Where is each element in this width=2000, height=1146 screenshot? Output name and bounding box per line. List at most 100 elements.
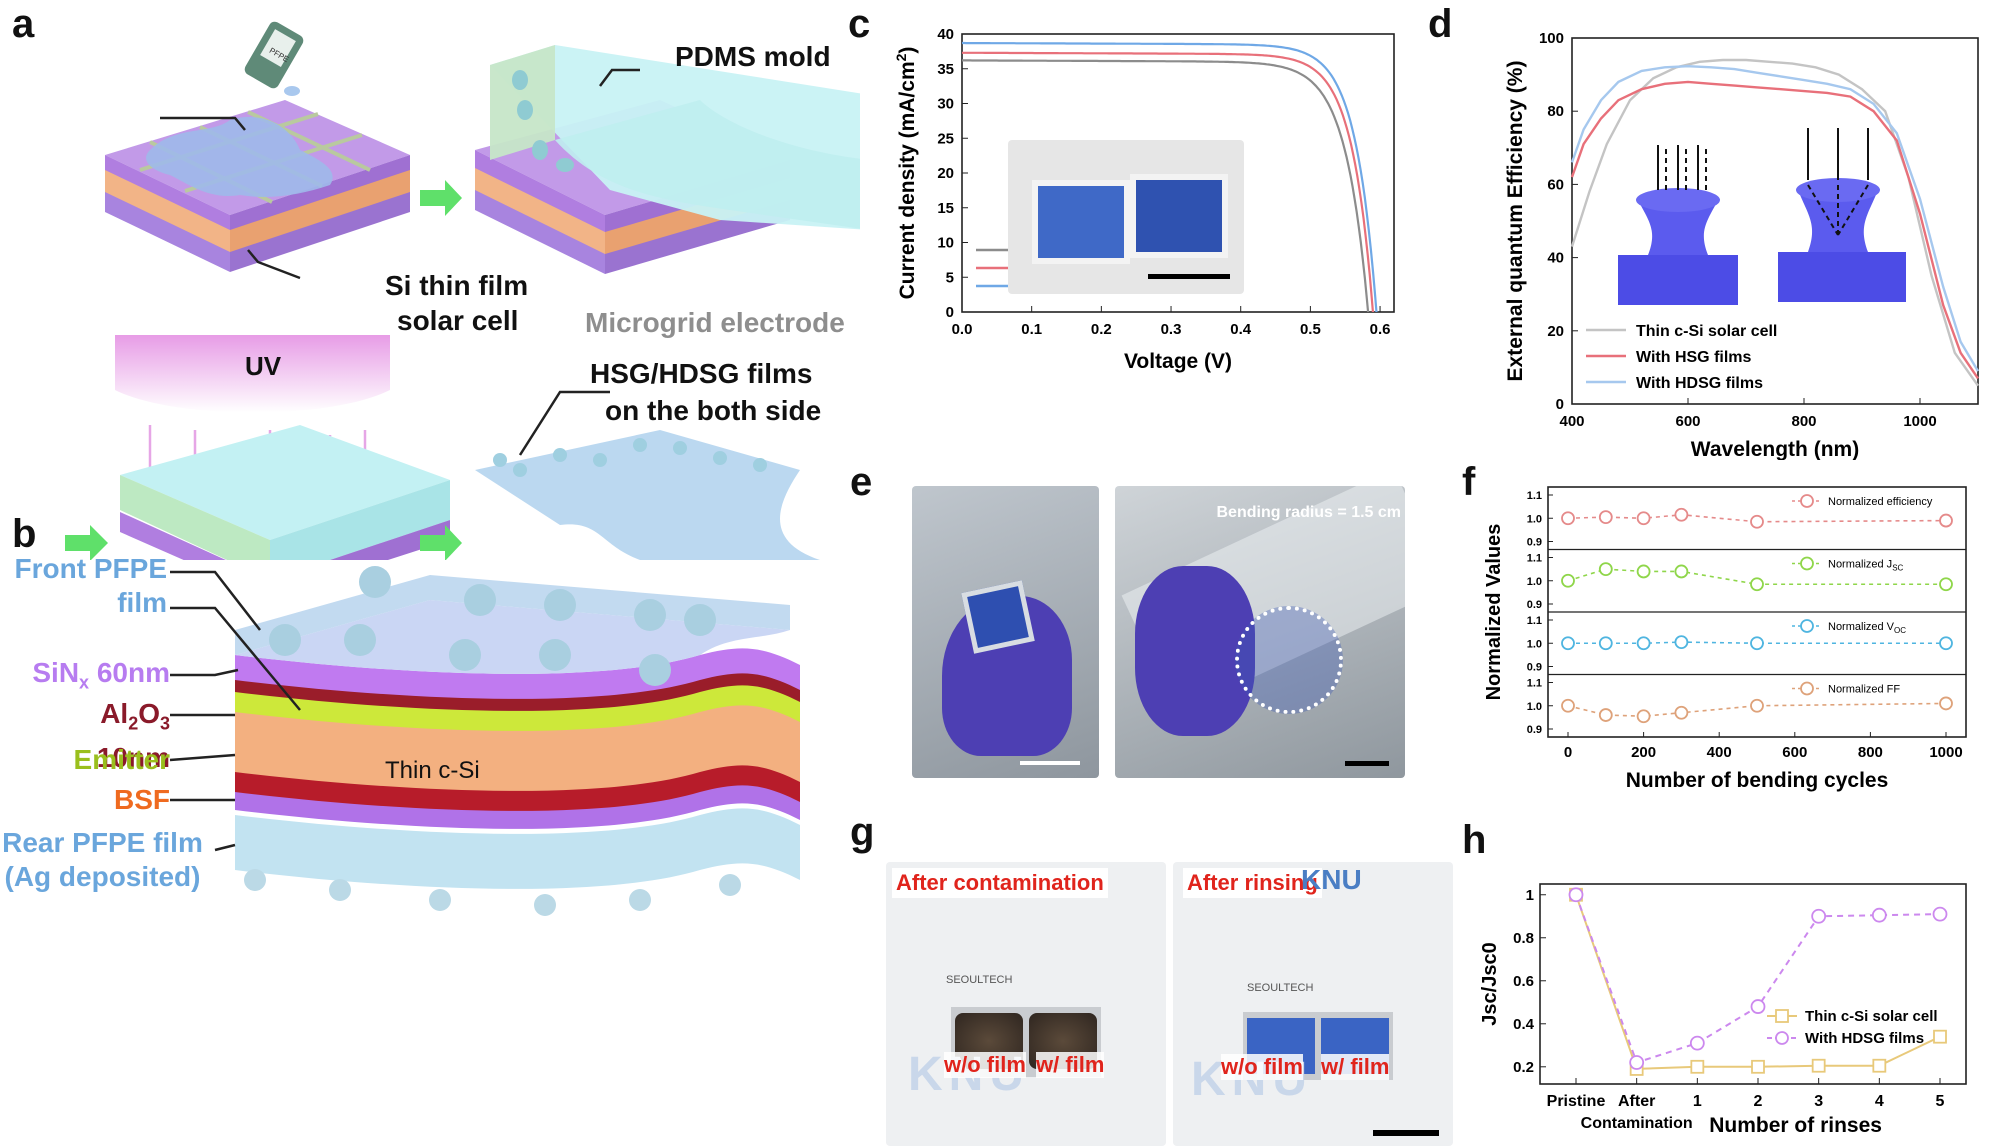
pdms-mold-label: PDMS mold: [675, 41, 831, 72]
process-arrow-2: [65, 525, 108, 560]
series-point-0: [1674, 507, 1689, 522]
panel-letter-h: h: [1462, 818, 1487, 862]
series-point-2: [1750, 636, 1764, 651]
seoultech-logo-1: SEOULTECH: [946, 974, 1013, 986]
x-axis-label: Number of bending cycles: [1626, 769, 1889, 792]
series-point-3: [1750, 698, 1764, 713]
panel-a-schematic: PFPE PDMS mold Si thin film solar cell M…: [65, 21, 860, 560]
si-cell-label-2: solar cell: [397, 305, 518, 336]
scale-bar-black: [1345, 761, 1389, 766]
series-point-1: [1674, 564, 1689, 579]
x-tick-label: 0: [1564, 744, 1572, 761]
x-tick-label: 0.3: [1161, 321, 1182, 338]
chart-d-eqe: 400 600 800 1000 0 20 40 60 80 100 Wavelength (nm)…: [1504, 30, 1980, 460]
solar-cell-stack-4: [475, 390, 820, 560]
series-point-1: [1750, 999, 1766, 1014]
y-tick-label: 60: [1547, 176, 1564, 193]
w-film-label-2: w/ film: [1321, 1054, 1390, 1080]
x-tick-label: 0.1: [1021, 321, 1042, 338]
si-cell-label-1: Si thin film: [385, 270, 528, 301]
sinx-label: SiNx 60nm: [32, 657, 170, 693]
series-point-2: [1598, 636, 1613, 651]
series-point-3: [1561, 698, 1575, 713]
cell-sample-left: [1032, 180, 1130, 264]
series-point-0: [1872, 1058, 1887, 1073]
y-tick-label: 0.9: [1527, 662, 1542, 674]
y-tick-label: 0.9: [1527, 599, 1542, 611]
bsf-label: BSF: [114, 784, 170, 815]
x-tick-label: 800: [1791, 413, 1816, 430]
series-point-3: [1674, 705, 1689, 720]
legend-marker-1: [1800, 556, 1814, 571]
x-axis-label: Voltage (V): [1124, 350, 1232, 373]
y-axis-label: External quantum Efficiency (%): [1504, 61, 1527, 382]
cell-sample: [961, 580, 1035, 654]
scale-bar: [1148, 274, 1230, 279]
y-tick-label: 0.6: [1513, 973, 1534, 990]
front-pfpe-line-2: film: [117, 587, 167, 618]
pillar-inset: [1618, 178, 1906, 305]
series-point-1: [1871, 907, 1887, 923]
films-label-2: on the both side: [605, 395, 821, 426]
legend-label-3: Normalized FF: [1828, 684, 1900, 696]
y-tick-label: 0: [946, 304, 954, 321]
chart-f-bending: 0.9 1.0 1.1 Normalized efficiency 0.9 1.0 1.1 N…: [1483, 486, 1967, 792]
y-tick-label: 0.9: [1527, 724, 1542, 736]
x-tick-label: 1: [1693, 1093, 1702, 1110]
series-point-0: [1933, 1029, 1947, 1044]
series-line-1: [962, 51, 1375, 312]
legend-label-0: Normalized efficiency: [1828, 496, 1933, 508]
y-tick-label: 40: [937, 26, 954, 43]
y-tick-label: 80: [1547, 103, 1564, 120]
series-line-1: [1570, 80, 1979, 380]
thin-csi-label: Thin c-Si: [385, 757, 480, 784]
legend-label-1: With HDSG films: [1805, 1030, 1924, 1047]
series-point-0: [1690, 1059, 1705, 1074]
y-tick-label: 20: [1547, 323, 1564, 340]
series-point-1: [1598, 562, 1613, 577]
front-pfpe-line-1: Front PFPE: [14, 553, 167, 584]
rear-pfpe-line-2: (Ag deposited): [4, 861, 201, 892]
series-point-1: [1750, 577, 1764, 592]
bending-radius-label: Bending radius = 1.5 cm: [1216, 504, 1402, 521]
legend-marker-3: [1800, 681, 1814, 696]
process-arrow-3: [420, 525, 462, 560]
uv-lamp: UV: [115, 335, 390, 500]
y-tick-label: 1.1: [1527, 678, 1542, 690]
y-tick-label: 35: [937, 61, 954, 78]
contamination-photo: After contamination SEOULTECH KNU w/o fi…: [886, 862, 1166, 1146]
process-arrow-1: [420, 180, 462, 216]
legend-marker-0: [1800, 494, 1814, 508]
knu-watermark-top: KNU: [1301, 864, 1362, 895]
y-tick-label: 0.8: [1513, 930, 1534, 947]
y-tick-label: 1.1: [1527, 615, 1542, 627]
series-point-0: [1751, 1059, 1765, 1074]
series-point-2: [1939, 636, 1953, 651]
y-axis-label: Current density (mA/cm2): [893, 47, 919, 300]
y-tick-label: 100: [1539, 30, 1564, 47]
y-tick-label: 5: [946, 269, 954, 286]
panel-letter-f: f: [1462, 460, 1476, 504]
panel-letter-a: a: [12, 2, 35, 46]
series-point-1: [1811, 908, 1827, 924]
rear-pfpe-line-1: Rear PFPE film: [2, 827, 203, 858]
x-tick-label: 0.5: [1300, 321, 1321, 338]
panel-letter-d: d: [1428, 2, 1453, 46]
x-tick-label: 600: [1675, 413, 1700, 430]
legend-label-0: Thin c-Si solar cell: [1636, 323, 1777, 340]
series-point-2: [1636, 636, 1651, 651]
emitter-label: Emitter: [73, 744, 170, 775]
series-point-3: [1939, 696, 1953, 711]
legend-label-2: Normalized VOC: [1828, 621, 1906, 635]
series-point-1: [1932, 906, 1948, 922]
series-line-2: [1570, 64, 1980, 372]
y-tick-label: 40: [1547, 250, 1564, 267]
ray-refract-2: [1837, 184, 1869, 236]
x-axis-label: Wavelength (nm): [1691, 438, 1859, 460]
y-tick-label: 1.0: [1527, 638, 1542, 650]
microgrid-label: Microgrid electrode: [585, 307, 845, 338]
solar-cell-stack-3: [120, 425, 450, 560]
panel-letter-c: c: [848, 2, 871, 46]
x-tick-label: 800: [1858, 744, 1883, 761]
legend-label-2: With HDSG films: [1636, 375, 1763, 392]
